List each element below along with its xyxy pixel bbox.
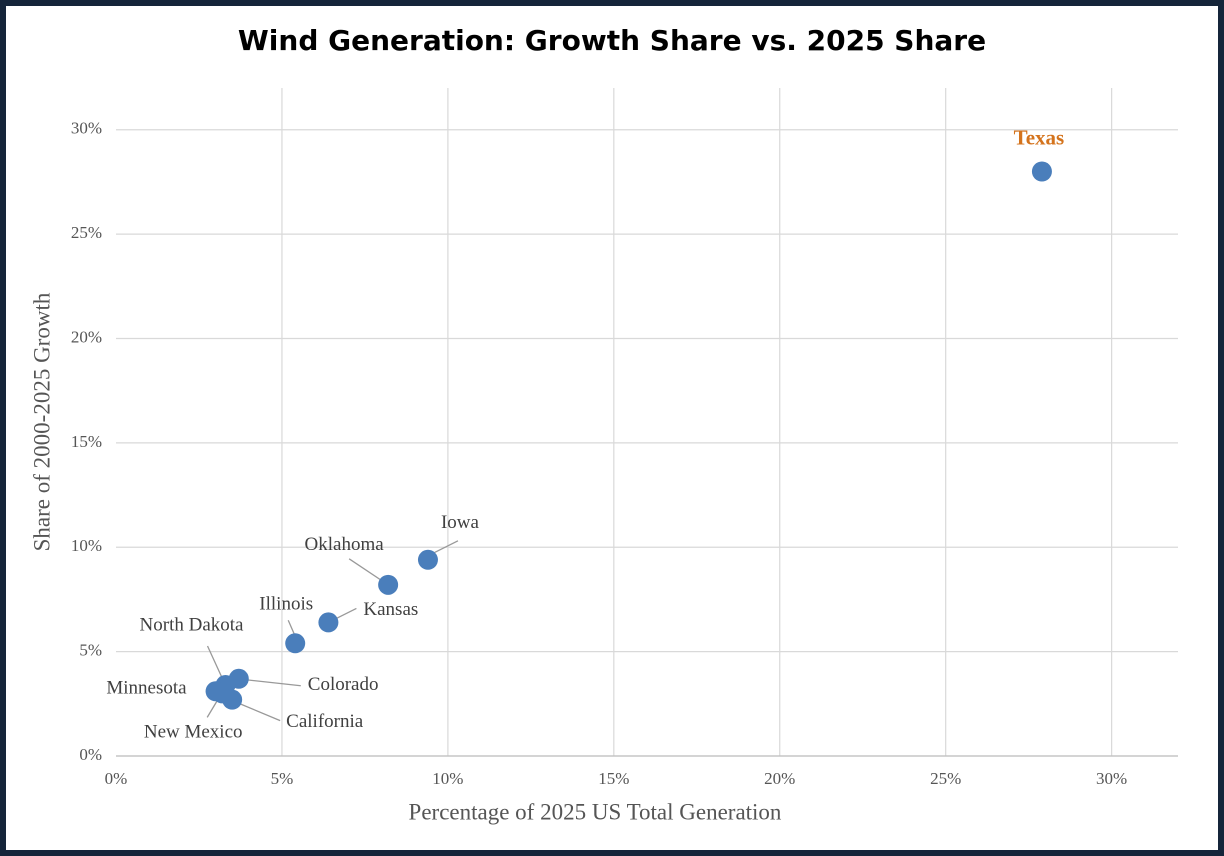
y-tick-label: 30% [71, 119, 102, 138]
y-axis-label: Share of 2000-2025 Growth [29, 292, 54, 551]
y-tick-label: 25% [71, 223, 102, 242]
point-label: Colorado [308, 674, 379, 695]
x-tick-label: 25% [930, 769, 961, 788]
y-tick-label: 15% [71, 432, 102, 451]
point-label: Kansas [363, 599, 418, 620]
x-tick-label: 10% [432, 769, 463, 788]
point-label: Iowa [441, 512, 480, 533]
x-tick-label: 5% [271, 769, 294, 788]
point [318, 612, 339, 633]
leader-line [245, 679, 301, 687]
leader-line [236, 702, 281, 722]
y-tick-label: 0% [79, 745, 102, 764]
leader-line [334, 607, 357, 620]
x-tick-label: 0% [105, 769, 128, 788]
point-label: Minnesota [106, 678, 187, 699]
x-tick-label: 20% [764, 769, 795, 788]
x-axis-label: Percentage of 2025 US Total Generation [409, 799, 782, 824]
point-label: Oklahoma [305, 534, 385, 555]
leader-line [348, 558, 383, 582]
point-label: Illinois [259, 594, 313, 615]
point-label: North Dakota [140, 614, 245, 635]
point-label: California [286, 711, 364, 732]
y-tick-label: 5% [79, 641, 102, 660]
point [417, 549, 438, 570]
chart-title: Wind Generation: Growth Share vs. 2025 S… [238, 24, 986, 57]
point-label: Texas [1014, 125, 1065, 149]
y-tick-label: 10% [71, 536, 102, 555]
x-tick-label: 30% [1096, 769, 1127, 788]
leader-line [206, 645, 225, 682]
point [285, 633, 306, 654]
y-tick-label: 20% [71, 327, 102, 346]
point [222, 689, 243, 710]
x-tick-label: 15% [598, 769, 629, 788]
point [378, 574, 399, 595]
point-label: New Mexico [144, 722, 243, 743]
point [1031, 161, 1052, 182]
